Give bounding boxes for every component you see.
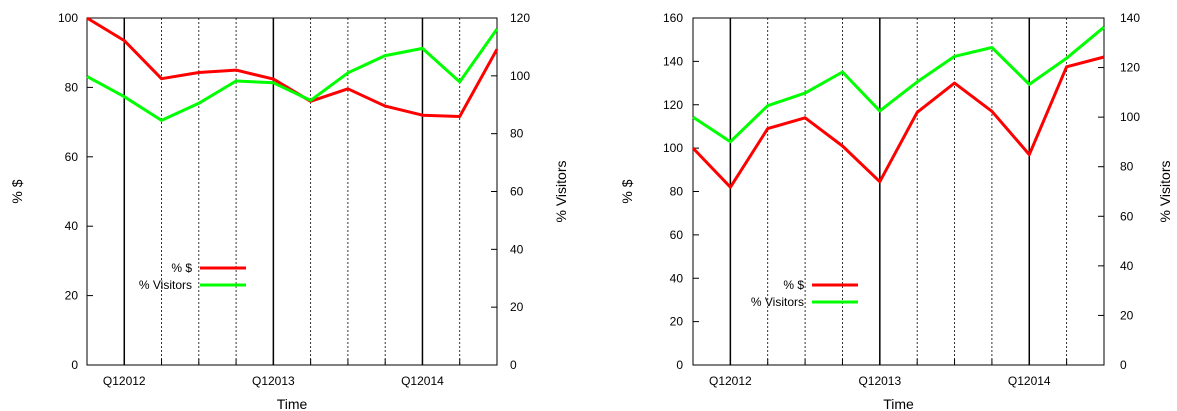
y-tick-label: 40 [670,271,684,285]
x-axis-label: Time [277,396,308,411]
x-tick-label: Q12012 [103,374,146,388]
series-line-visitors [86,28,499,122]
x-tick-label: Q12013 [858,374,901,388]
y2-tick-label: 40 [510,242,524,256]
y-tick-label: 100 [663,141,683,155]
series-line-dollars [86,16,499,118]
y2-axis-label: % Visitors [553,161,569,223]
x-axis-label: Time [883,396,914,411]
x-tick-label: Q12014 [401,374,444,388]
x-tick-label: Q12013 [252,374,295,388]
y2-tick-label: 0 [1120,358,1127,372]
y-tick-label: 80 [65,80,79,94]
y-tick-label: 60 [670,228,684,242]
y-tick-label: 0 [71,358,78,372]
y2-tick-label: 140 [1120,11,1140,25]
y2-tick-label: 20 [510,300,524,314]
y2-tick-label: 120 [1120,61,1140,75]
legend-label: % $ [783,278,804,292]
y2-tick-label: 40 [1120,259,1134,273]
y2-tick-label: 0 [510,358,517,372]
y-tick-label: 60 [65,150,79,164]
y2-tick-label: 100 [510,69,530,83]
y-axis-label: % $ [619,179,635,203]
y2-tick-label: 20 [1120,308,1134,322]
x-tick-label: Q12012 [709,374,752,388]
y2-tick-label: 100 [1120,110,1140,124]
legend-label: % Visitors [751,295,804,309]
y-tick-label: 80 [670,185,684,199]
series-line-dollars [691,55,1105,189]
plot-frame [86,17,498,366]
y2-tick-label: 60 [510,185,524,199]
series-line-visitors [692,26,1105,144]
chart-2: 0 20 40 60 80 100 120 140 160 0 20 40 60 80 100 120 140 Q… [619,11,1173,411]
y2-axis-label: % Visitors [1157,161,1173,223]
y2-tick-label: 80 [510,127,524,141]
y-tick-label: 40 [65,219,79,233]
legend-label: % Visitors [139,278,192,292]
y-tick-label: 0 [676,358,683,372]
chart-1: 0 20 40 60 80 100 0 20 40 60 80 100 120 Q12012 Q12013 Q… [9,11,569,411]
y2-tick-label: 80 [1120,160,1134,174]
y2-tick-label: 60 [1120,209,1134,223]
y-tick-label: 120 [663,98,683,112]
legend-label: % $ [171,261,192,275]
y-tick-label: 160 [663,11,683,25]
y-tick-label: 20 [670,315,684,329]
x-tick-label: Q12014 [1008,374,1051,388]
plot-frame [692,17,1105,366]
y-axis-label: % $ [9,179,25,203]
y-tick-label: 20 [65,289,79,303]
y2-tick-label: 120 [510,11,530,25]
y-tick-label: 140 [663,54,683,68]
y-tick-label: 100 [58,11,78,25]
